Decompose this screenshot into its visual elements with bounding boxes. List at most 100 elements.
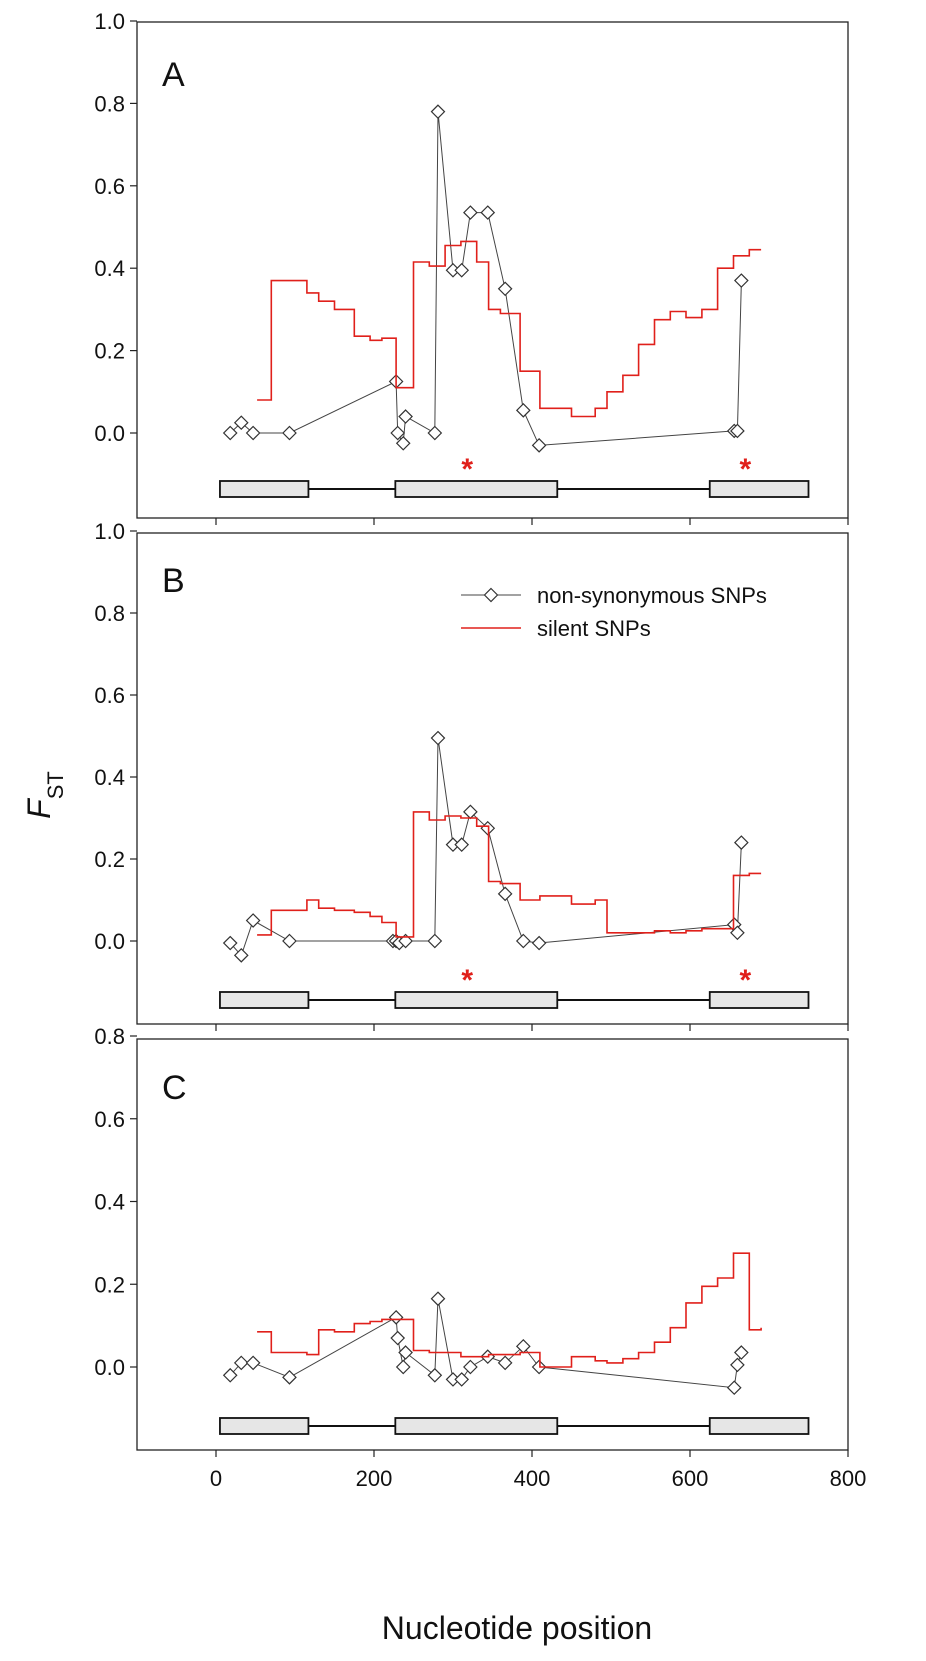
exon-box [708, 480, 810, 498]
plot-frame [136, 532, 849, 1025]
y-axis-title-sub: ST [43, 771, 68, 799]
y-axis-title-main: F [21, 797, 57, 819]
silent-snp-series [257, 1252, 762, 1368]
panel-a: 0.0 0.2 0.4 0.6 0.8 1.0 A * * [94, 9, 849, 525]
nonsyn-snp-point [282, 933, 297, 949]
nonsyn-snp-point [388, 1310, 404, 1325]
nonsyn-snp-line [229, 737, 742, 957]
nonsyn-snp-point [245, 425, 261, 441]
nonsyn-snp-point [497, 886, 513, 902]
y-tick-label: 1.0 [94, 9, 125, 34]
exon-box [394, 991, 559, 1009]
nonsyn-snp-point [398, 409, 413, 424]
nonsyn-snp-point [497, 1355, 513, 1371]
y-tick-label: 0.2 [94, 339, 125, 364]
exon-box [394, 480, 559, 498]
chart-panels: 0.0 0.2 0.4 0.6 0.8 1.0 A * * 0.0 0.2 0.4 0.6 0.8 1.0 B… [94, 9, 866, 1491]
nonsyn-snp-point [730, 925, 745, 941]
nonsyn-snp-point [427, 933, 443, 949]
panel-b: 0.0 0.2 0.4 0.6 0.8 1.0 B * * non-synonymous SNPs… [94, 519, 849, 1031]
nonsyn-snp-point [430, 1291, 446, 1307]
y-tick-label: 0.6 [94, 683, 125, 708]
x-tick-label: 400 [514, 1466, 551, 1491]
panel-letter: A [162, 56, 185, 94]
exon-box [219, 1417, 310, 1435]
significance-star: * [461, 453, 473, 486]
nonsyn-snp-point [730, 423, 745, 439]
plot-frame [136, 1038, 849, 1451]
nonsyn-snp-point [430, 730, 446, 746]
y-tick-label: 0.0 [94, 1355, 125, 1380]
nonsyn-snp-point [245, 1355, 261, 1371]
legend-marker-diamond [483, 587, 499, 603]
nonsyn-snp-line [229, 111, 742, 446]
nonsyn-snp-point [398, 933, 413, 949]
nonsyn-snp-point [390, 1330, 406, 1346]
y-tick-label: 0.8 [94, 601, 125, 626]
significance-star: * [461, 964, 473, 997]
y-tick-label: 0.8 [94, 91, 125, 116]
x-axis-title: Nucleotide position [382, 1610, 652, 1646]
nonsyn-snp-point [531, 935, 547, 951]
nonsyn-snp-point [245, 913, 261, 928]
nonsyn-snp-point [734, 1345, 749, 1360]
nonsyn-snp-point [233, 415, 249, 431]
nonsyn-snp-line [229, 1298, 742, 1389]
y-axis-title: FST [21, 771, 68, 819]
nonsyn-snp-point [463, 205, 478, 220]
nonsyn-snp-point [497, 281, 513, 297]
exon-box [394, 1417, 559, 1435]
significance-star: * [739, 964, 751, 997]
nonsyn-snp-point [427, 425, 443, 441]
legend-label-silent: silent SNPs [537, 616, 651, 641]
exon-box [708, 1417, 810, 1435]
exon-box [219, 480, 310, 498]
plot-frame [136, 21, 849, 519]
x-tick-label: 0 [210, 1466, 222, 1491]
silent-snp-series [257, 811, 762, 938]
nonsyn-snp-point [398, 1345, 413, 1360]
nonsyn-snp-point [454, 1372, 470, 1387]
y-tick-label: 0.4 [94, 256, 125, 281]
silent-snp-series [257, 240, 762, 418]
nonsyn-snp-point [730, 1357, 745, 1373]
nonsyn-snp-point [282, 425, 297, 441]
exon-box [708, 991, 810, 1009]
nonsyn-snp-point [395, 1359, 411, 1375]
nonsyn-snp-point [233, 948, 249, 963]
nonsyn-snp-point [222, 425, 238, 441]
nonsyn-snp-point [430, 104, 446, 119]
x-tick-label: 800 [830, 1466, 867, 1491]
y-tick-label: 0.6 [94, 174, 125, 199]
nonsyn-snp-point [233, 1355, 249, 1371]
nonsyn-snp-point [427, 1367, 443, 1383]
x-tick-label: 200 [356, 1466, 393, 1491]
nonsyn-snp-point [734, 835, 749, 850]
x-tick-label: 600 [672, 1466, 709, 1491]
y-tick-label: 0.0 [94, 421, 125, 446]
nonsyn-snp-point [515, 402, 531, 418]
nonsyn-snp-point [531, 438, 547, 453]
svg-text:FST: FST [21, 771, 68, 819]
y-tick-label: 0.4 [94, 1190, 125, 1215]
y-tick-label: 0.8 [94, 1024, 125, 1049]
nonsyn-snp-point [390, 425, 406, 441]
exon-box [219, 991, 310, 1009]
nonsyn-snp-point [734, 273, 749, 288]
nonsyn-snp-point [282, 1369, 297, 1385]
nonsyn-snp-point [222, 935, 238, 951]
y-tick-label: 1.0 [94, 519, 125, 544]
nonsyn-snp-point [395, 435, 411, 451]
y-tick-label: 0.4 [94, 765, 125, 790]
legend-label-nonsyn: non-synonymous SNPs [537, 583, 767, 608]
y-tick-label: 0.2 [94, 847, 125, 872]
significance-star: * [739, 453, 751, 486]
nonsyn-snp-point [726, 1380, 742, 1396]
y-tick-label: 0.0 [94, 929, 125, 954]
panel-letter: C [162, 1069, 187, 1107]
panel-letter: B [162, 562, 185, 600]
legend: non-synonymous SNPs silent SNPs [461, 583, 767, 641]
nonsyn-snp-point [480, 205, 496, 220]
nonsyn-snp-point [222, 1367, 238, 1383]
